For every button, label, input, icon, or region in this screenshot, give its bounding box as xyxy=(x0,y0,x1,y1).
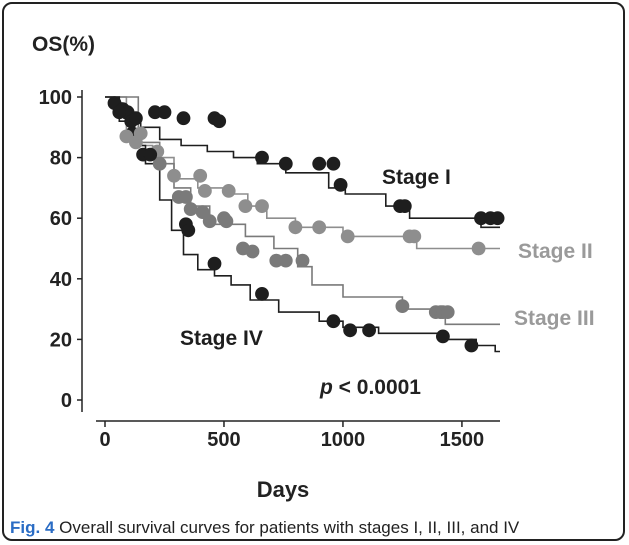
stage-iii-marker xyxy=(152,156,167,171)
stage-iv-marker xyxy=(143,147,158,162)
stage-iii-marker xyxy=(178,190,193,204)
stage-iii-marker xyxy=(295,253,310,268)
p-value-annotation: p < 0.0001 xyxy=(319,376,421,399)
y-tick-label: 60 xyxy=(50,208,72,230)
stage-iv-marker xyxy=(464,338,479,353)
stage-iv-marker xyxy=(343,323,358,338)
y-tick-label: 100 xyxy=(39,87,72,109)
x-axis-title: Days xyxy=(257,477,310,502)
y-tick-label: 20 xyxy=(50,329,72,351)
stage-ii-marker xyxy=(471,241,486,256)
stage-iv-marker xyxy=(362,323,377,338)
y-axis-title: OS(%) xyxy=(32,33,95,56)
stage-ii-marker xyxy=(133,126,148,141)
stage-iv-marker xyxy=(207,256,222,271)
y-tick-label: 0 xyxy=(61,390,72,412)
stage-i-marker xyxy=(312,156,327,171)
stage-iii-marker xyxy=(183,202,198,217)
x-tick-label: 0 xyxy=(99,429,110,451)
stage-iii-label: Stage III xyxy=(514,307,595,330)
stage-iii-marker xyxy=(202,214,217,229)
stage-ii-label: Stage II xyxy=(518,240,593,263)
caption-fig-label: Fig. 4 xyxy=(10,518,55,537)
figure-caption: Fig. 4 Overall survival curves for patie… xyxy=(10,514,622,542)
stage-iii-marker xyxy=(395,299,410,314)
caption-text: Overall survival curves for patients wit… xyxy=(59,518,520,537)
stage-i-label: Stage I xyxy=(382,166,451,189)
stage-ii-marker xyxy=(288,220,303,235)
stage-i-marker xyxy=(212,114,227,129)
stage-iv-marker xyxy=(181,223,196,238)
markers xyxy=(107,96,505,353)
stage-iii-marker xyxy=(440,305,455,320)
stage-iii-marker xyxy=(195,205,210,220)
x-tick-label: 500 xyxy=(207,429,240,451)
stage-i-marker xyxy=(176,111,191,126)
stage-i-marker xyxy=(397,199,412,214)
stage-iv-marker xyxy=(435,329,450,344)
stage-i-marker xyxy=(326,156,341,171)
figure-frame xyxy=(2,2,625,541)
stage-ii-marker xyxy=(407,229,422,244)
stage-iv-label: Stage IV xyxy=(180,327,263,350)
stage-iii-curve xyxy=(105,96,500,326)
stage-i-marker xyxy=(157,105,172,120)
stage-iv-marker xyxy=(112,105,127,120)
stage-i-marker xyxy=(333,177,348,192)
stage-iii-marker xyxy=(219,214,234,229)
stage-ii-marker xyxy=(221,183,236,198)
stage-ii-marker xyxy=(238,199,253,214)
stage-ii-marker xyxy=(193,168,208,183)
stage-i-marker xyxy=(490,211,505,226)
stage-i-marker xyxy=(128,111,143,126)
stage-i-marker xyxy=(278,156,293,171)
stage-iii-marker xyxy=(278,253,293,268)
stage-iii-marker xyxy=(245,244,260,259)
x-tick-label: 1500 xyxy=(440,429,485,451)
stage-iv-marker xyxy=(326,314,341,329)
y-tick-label: 80 xyxy=(50,148,72,170)
y-tick-label: 40 xyxy=(50,269,72,291)
stage-ii-marker xyxy=(167,168,181,183)
labels: Stage I Stage II Stage III Stage IV p < 0.00… xyxy=(180,166,595,399)
stage-ii-marker xyxy=(197,183,212,198)
stage-ii-marker xyxy=(340,229,355,244)
stage-iv-marker xyxy=(255,286,269,301)
stage-ii-marker xyxy=(255,199,269,214)
stage-ii-marker xyxy=(312,220,327,235)
x-tick-label: 1000 xyxy=(321,429,366,451)
stage-i-marker xyxy=(255,150,269,165)
